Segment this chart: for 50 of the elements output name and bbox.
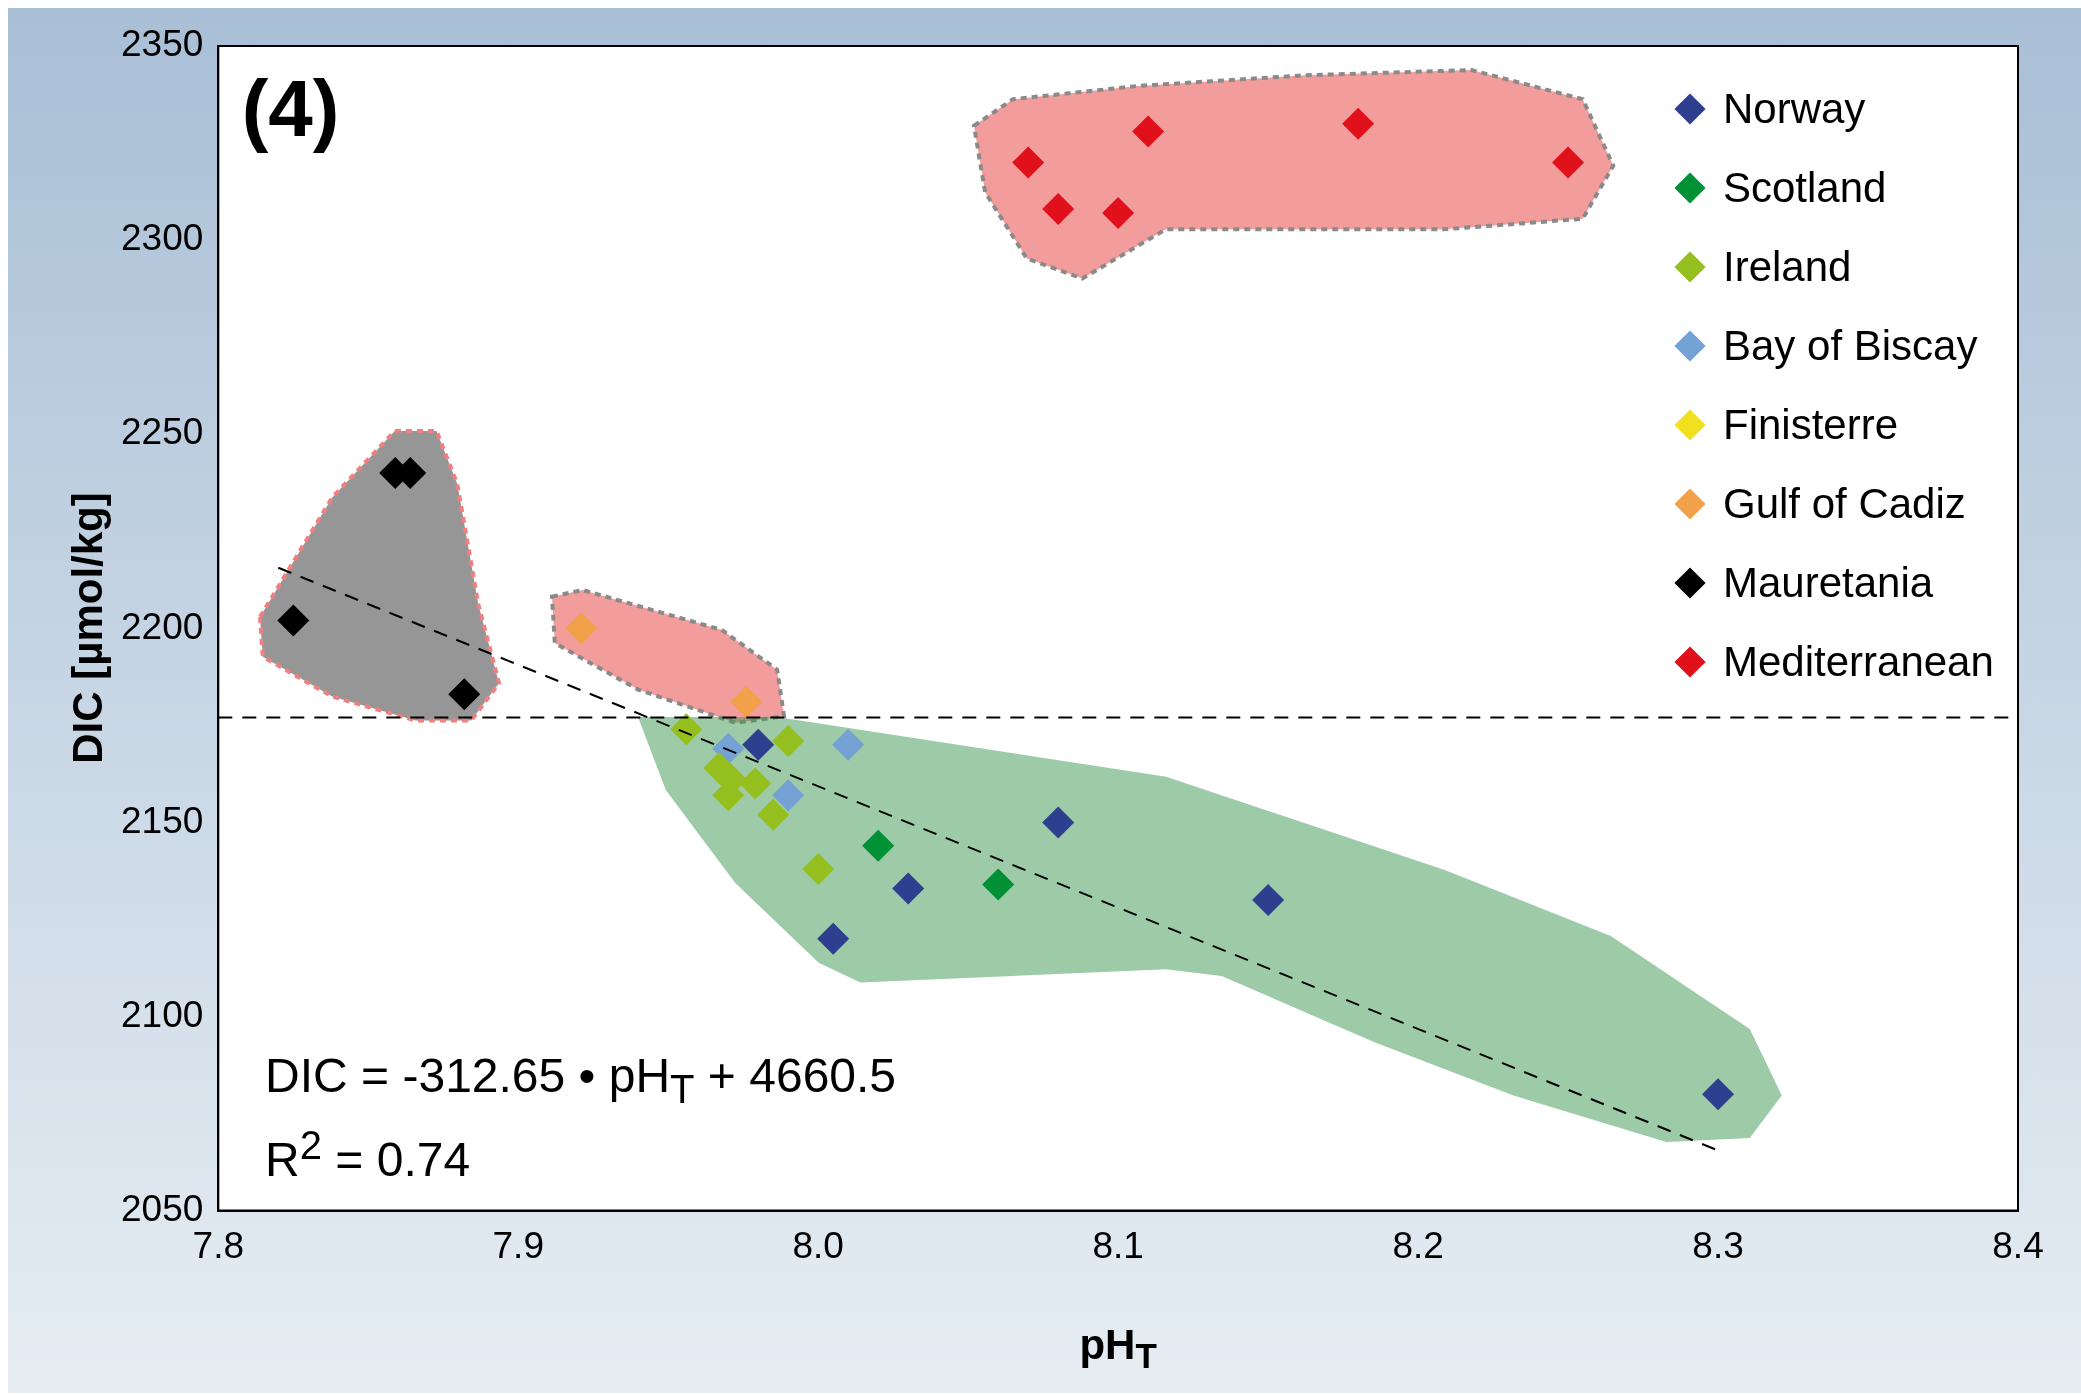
- legend-label: Gulf of Cadiz: [1723, 479, 1966, 528]
- point: [1702, 1078, 1735, 1111]
- y-tick-label: 2150: [121, 799, 204, 841]
- legend-label: Ireland: [1723, 242, 1852, 291]
- legend-label: Finisterre: [1723, 400, 1899, 449]
- y-tick-label: 2250: [121, 411, 204, 453]
- point: [772, 779, 805, 812]
- point: [277, 604, 310, 637]
- point: [1342, 107, 1375, 140]
- x-tick-label: 8.2: [1392, 1225, 1444, 1266]
- y-tick-label: 2200: [121, 605, 204, 647]
- point: [862, 829, 895, 862]
- point: [982, 868, 1015, 901]
- point: [802, 852, 835, 885]
- point: [739, 767, 772, 800]
- x-tick-label: 8.0: [792, 1225, 844, 1266]
- legend-label: Mauretania: [1723, 558, 1934, 607]
- point: [892, 872, 925, 905]
- point: [1552, 146, 1585, 179]
- x-axis-title: pH$_{T}$: [1078, 1320, 1158, 1376]
- y-axis-title: DIC [µmol/kg]: [63, 491, 112, 767]
- point: [448, 678, 481, 711]
- point: [742, 728, 775, 761]
- point: [730, 686, 763, 719]
- point: [772, 724, 805, 757]
- point: [832, 728, 865, 761]
- y-tick-label: 2350: [121, 23, 204, 65]
- annotation: DIC = -312.65 • pH$_{T}$ + 4660.5: [265, 1047, 897, 1112]
- x-tick-label: 8.4: [1992, 1225, 2044, 1266]
- annotation: (4): [241, 63, 340, 156]
- point: [1012, 146, 1045, 179]
- point: [817, 922, 850, 955]
- annotation: R$^{2}$ = 0.74: [265, 1123, 471, 1188]
- point: [1102, 196, 1135, 229]
- point: [670, 713, 703, 746]
- legend-label: Scotland: [1723, 163, 1887, 212]
- y-tick-label: 2100: [121, 993, 204, 1035]
- point: [1042, 193, 1075, 226]
- point: [1132, 115, 1165, 148]
- point: [1042, 806, 1075, 839]
- point: [565, 612, 598, 645]
- legend-label: Bay of Biscay: [1723, 321, 1978, 370]
- x-tick-label: 7.9: [492, 1225, 544, 1266]
- y-tick-label: 2300: [121, 217, 204, 259]
- legend-label: Mediterranean: [1723, 637, 1994, 686]
- legend-label: Norway: [1723, 84, 1866, 133]
- point: [1252, 884, 1285, 917]
- x-tick-label: 8.3: [1692, 1225, 1744, 1266]
- x-tick-label: 8.1: [1092, 1225, 1144, 1266]
- point: [757, 798, 790, 831]
